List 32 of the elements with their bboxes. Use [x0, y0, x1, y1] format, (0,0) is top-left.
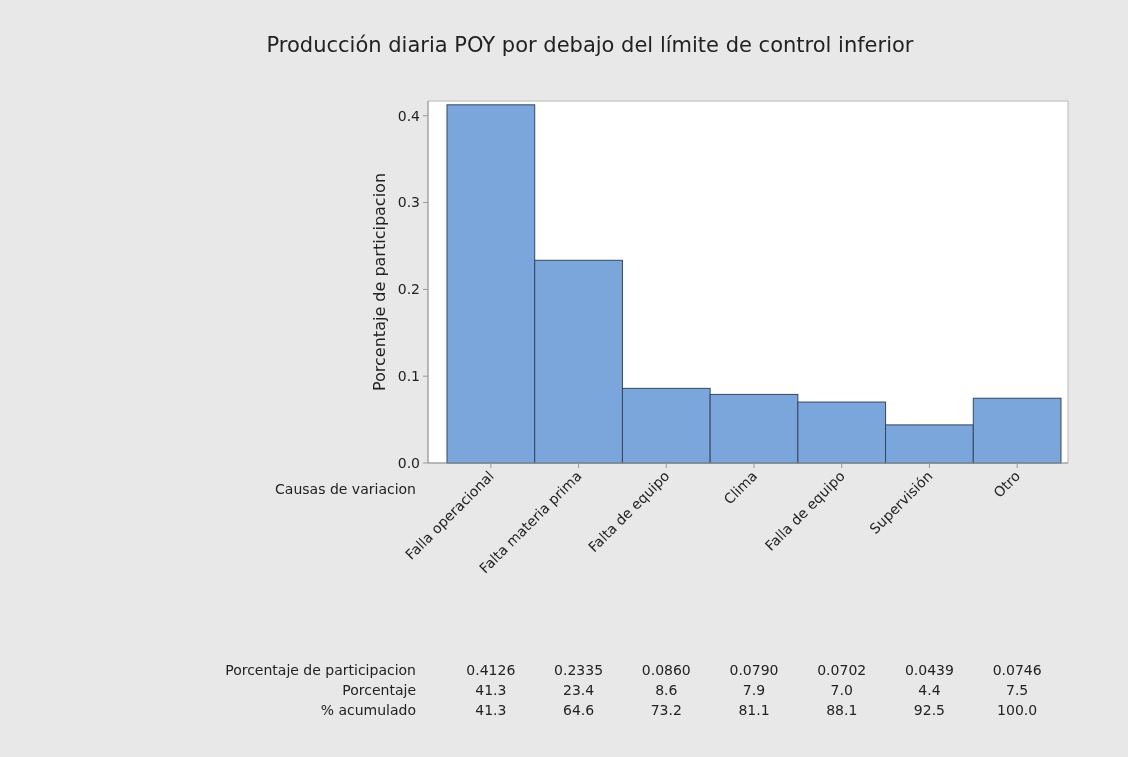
y-tick-label: 0.3: [397, 194, 420, 211]
text: 100.0: [997, 702, 1038, 718]
text: Porcentaje de participacion: [225, 662, 416, 678]
data-label: 0.0439: [904, 662, 954, 678]
text: 88.1: [826, 702, 858, 718]
chart-title: Producción diaria POY por debajo del límite de control inferior: [266, 33, 914, 57]
text: 73.2: [650, 702, 682, 718]
text: 8.6: [655, 682, 678, 698]
y-tick-label: 0.4: [397, 107, 421, 124]
text: 4.4: [918, 682, 941, 698]
data-label: 0.4126: [466, 662, 516, 678]
text: 23.4: [562, 682, 595, 698]
text: 92.5: [913, 702, 946, 718]
y-axis-title: Porcentaje de participacion: [370, 172, 389, 392]
text: 7.5: [1006, 682, 1029, 698]
text: 81.1: [738, 702, 770, 718]
text: Porcentaje: [342, 682, 416, 698]
y-tick-label: 0.1: [397, 368, 420, 385]
data-label: 0.0790: [729, 662, 779, 678]
data-label: 0.2335: [554, 662, 604, 678]
y-tick-label: 0.0: [397, 454, 420, 471]
text: 7.9: [742, 682, 766, 698]
x-axis-title: Causas de variacion: [275, 481, 416, 497]
data-label: 0.0860: [641, 662, 691, 678]
text: 7.0: [830, 682, 853, 698]
y-tick-label: 0.2: [397, 281, 420, 298]
data-label: 0.0746: [992, 662, 1042, 678]
data-label: 0.0702: [817, 662, 867, 678]
text: 41.3: [475, 682, 507, 698]
text: 41.3: [475, 702, 507, 718]
text: 64.6: [562, 702, 595, 718]
text: % acumulado: [320, 702, 416, 718]
